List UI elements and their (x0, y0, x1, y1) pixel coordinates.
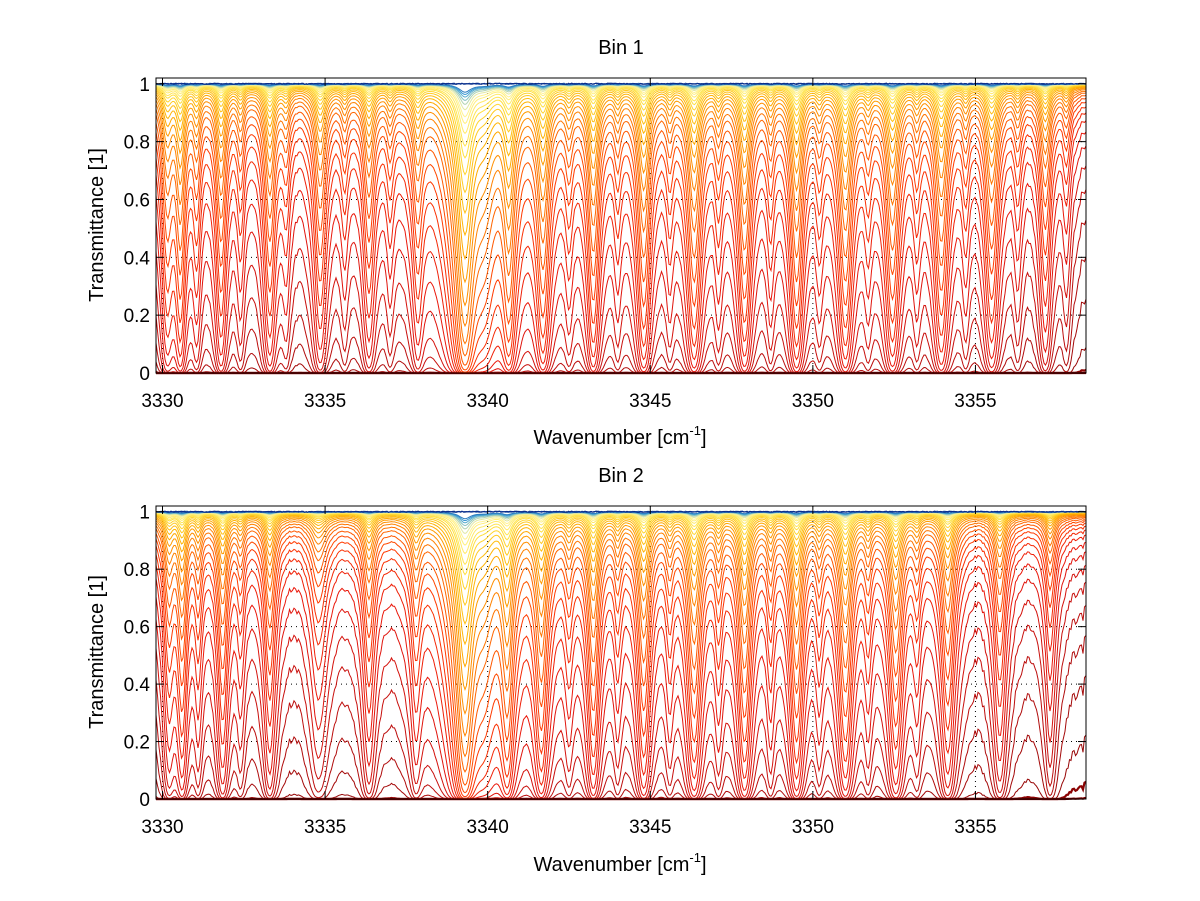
subplot-bin-1: 3330 3335 3340 3345 3350 3355 0 0.2 0.4 0.6 0.8 1 B… (86, 37, 1087, 449)
transmittance-series-10 (155, 541, 1087, 800)
transmittance-series-40 (155, 510, 1087, 513)
transmittance-series-12 (155, 529, 1087, 800)
x-axis-label-main: Wavenumber [cm (533, 427, 689, 449)
transmittance-series-8 (155, 564, 1087, 800)
x-tick-label: 3350 (792, 391, 834, 412)
transmittance-series-27 (155, 84, 1087, 159)
transmittance-series-16 (155, 518, 1087, 786)
x-axis-label-suffix: ] (701, 854, 707, 876)
y-tick-label: 0 (139, 364, 150, 385)
chart-title: Bin 1 (598, 37, 644, 59)
transmittance-series-11 (155, 534, 1087, 800)
x-axis-label-suffix: ] (701, 427, 707, 449)
y-axis-label: Transmittance [1] (86, 148, 108, 302)
transmittance-series-12 (155, 112, 1087, 374)
x-axis-label-main: Wavenumber [cm (533, 854, 689, 876)
x-tick-label: 3330 (141, 391, 183, 412)
transmittance-series-7 (155, 581, 1087, 800)
transmittance-series-18 (155, 90, 1087, 345)
transmittance-series-17 (155, 92, 1087, 357)
transmittance-series-26 (155, 84, 1087, 176)
transmittance-series-8 (155, 165, 1087, 374)
transmittance-series-29 (155, 83, 1086, 135)
y-tick-label: 0.8 (124, 560, 150, 581)
y-tick-label: 1 (139, 503, 150, 524)
x-axis-label: Wavenumber [cm-1] (533, 423, 706, 449)
x-tick-label: 3345 (629, 817, 671, 838)
transmittance-series-14 (155, 101, 1087, 373)
transmittance-series-24 (155, 85, 1087, 215)
transmittance-series-6 (155, 604, 1087, 800)
x-axis-label: Wavenumber [cm-1] (533, 850, 706, 876)
y-tick-label: 0.2 (124, 306, 150, 327)
transmittance-series-22 (155, 86, 1087, 261)
y-tick-label: 0 (139, 790, 150, 811)
transmittance-series-21 (155, 87, 1087, 284)
transmittance-series-20 (155, 514, 1087, 715)
x-tick-label: 3355 (954, 391, 996, 412)
transmittance-series-5 (155, 256, 1087, 374)
transmittance-series-23 (155, 512, 1087, 646)
transmittance-series-11 (155, 120, 1087, 374)
x-tick-label: 3350 (792, 817, 834, 838)
transmittance-series-5 (155, 635, 1087, 800)
transmittance-series-28 (155, 84, 1086, 147)
transmittance-series-20 (155, 88, 1087, 307)
transmittance-series-21 (155, 513, 1086, 691)
transmittance-series-9 (155, 145, 1087, 374)
y-tick-label: 0.4 (124, 675, 151, 696)
axes-box (155, 505, 1087, 800)
transmittance-series-25 (155, 512, 1086, 607)
transmittance-series-23 (155, 85, 1087, 237)
chart-title: Bin 2 (598, 465, 644, 487)
transmittance-series-15 (155, 97, 1087, 371)
transmittance-series-15 (155, 520, 1087, 794)
x-tick-label: 3335 (304, 817, 346, 838)
subplot-bin-2: 3330 3335 3340 3345 3350 3355 0 0.2 0.4 0.6 0.8 1 B… (86, 465, 1087, 876)
x-tick-label: 3335 (304, 391, 346, 412)
axis-ticks: 3330 3335 3340 3345 3350 3355 0 0.2 0.4 0.6 0.8 1 (124, 503, 1086, 838)
transmittance-series-7 (155, 189, 1087, 374)
axes-box (155, 77, 1087, 374)
y-tick-label: 0.4 (124, 248, 151, 269)
x-tick-label: 3340 (467, 817, 509, 838)
x-axis-label-sup: -1 (689, 850, 701, 865)
transmittance-series-13 (155, 106, 1087, 374)
y-axis-label: Transmittance [1] (86, 575, 108, 729)
x-axis-label-sup: -1 (689, 423, 701, 438)
transmittance-series-40 (155, 82, 1087, 85)
transmittance-series-17 (155, 516, 1087, 773)
y-tick-label: 0.8 (124, 133, 150, 154)
y-tick-label: 0.6 (124, 190, 150, 211)
transmittance-series-14 (155, 522, 1087, 798)
x-tick-label: 3355 (954, 817, 996, 838)
transmittance-series-16 (155, 94, 1087, 366)
x-tick-label: 3345 (629, 391, 671, 412)
transmittance-series-22 (155, 513, 1086, 668)
transmittance-series-6 (155, 219, 1087, 374)
transmittance-series-25 (155, 84, 1087, 194)
transmittance-series-26 (155, 512, 1086, 591)
transmittance-series-13 (155, 525, 1087, 799)
x-tick-label: 3330 (141, 817, 183, 838)
transmittance-series-19 (155, 514, 1086, 738)
transmittance-series-19 (155, 89, 1087, 328)
x-tick-label: 3340 (467, 391, 509, 412)
y-tick-label: 1 (139, 75, 150, 96)
transmittance-series-10 (155, 131, 1087, 374)
y-tick-label: 0.6 (124, 618, 150, 639)
axis-ticks: 3330 3335 3340 3345 3350 3355 0 0.2 0.4 0.6 0.8 1 (124, 75, 1086, 412)
transmittance-series-24 (155, 512, 1087, 625)
y-tick-label: 0.2 (124, 733, 150, 754)
transmittance-series-18 (155, 515, 1087, 758)
transmittance-series-9 (155, 551, 1087, 800)
